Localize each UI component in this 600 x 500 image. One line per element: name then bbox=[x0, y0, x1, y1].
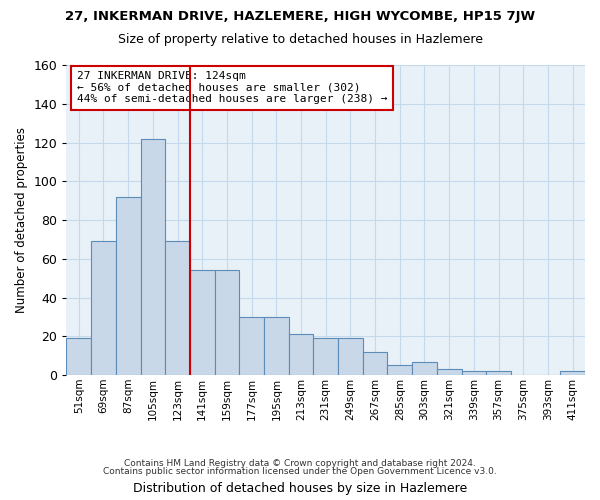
Bar bbox=[140, 138, 165, 375]
Bar bbox=[239, 317, 264, 375]
Text: 27 INKERMAN DRIVE: 124sqm
← 56% of detached houses are smaller (302)
44% of semi: 27 INKERMAN DRIVE: 124sqm ← 56% of detac… bbox=[77, 71, 388, 104]
Bar bbox=[412, 362, 437, 375]
Bar bbox=[461, 371, 486, 375]
Y-axis label: Number of detached properties: Number of detached properties bbox=[15, 127, 28, 313]
Bar bbox=[363, 352, 388, 375]
Bar bbox=[67, 338, 91, 375]
Text: Size of property relative to detached houses in Hazlemere: Size of property relative to detached ho… bbox=[118, 32, 482, 46]
Bar bbox=[91, 242, 116, 375]
Text: 27, INKERMAN DRIVE, HAZLEMERE, HIGH WYCOMBE, HP15 7JW: 27, INKERMAN DRIVE, HAZLEMERE, HIGH WYCO… bbox=[65, 10, 535, 23]
Text: Contains HM Land Registry data © Crown copyright and database right 2024.: Contains HM Land Registry data © Crown c… bbox=[124, 458, 476, 468]
Bar bbox=[165, 242, 190, 375]
Bar bbox=[264, 317, 289, 375]
Text: Contains public sector information licensed under the Open Government Licence v3: Contains public sector information licen… bbox=[103, 467, 497, 476]
Bar bbox=[215, 270, 239, 375]
Text: Distribution of detached houses by size in Hazlemere: Distribution of detached houses by size … bbox=[133, 482, 467, 495]
Bar bbox=[437, 370, 461, 375]
Bar bbox=[190, 270, 215, 375]
Bar bbox=[388, 366, 412, 375]
Bar bbox=[560, 371, 585, 375]
Bar bbox=[116, 197, 140, 375]
Bar bbox=[338, 338, 363, 375]
Bar bbox=[486, 371, 511, 375]
Bar bbox=[313, 338, 338, 375]
Bar bbox=[289, 334, 313, 375]
